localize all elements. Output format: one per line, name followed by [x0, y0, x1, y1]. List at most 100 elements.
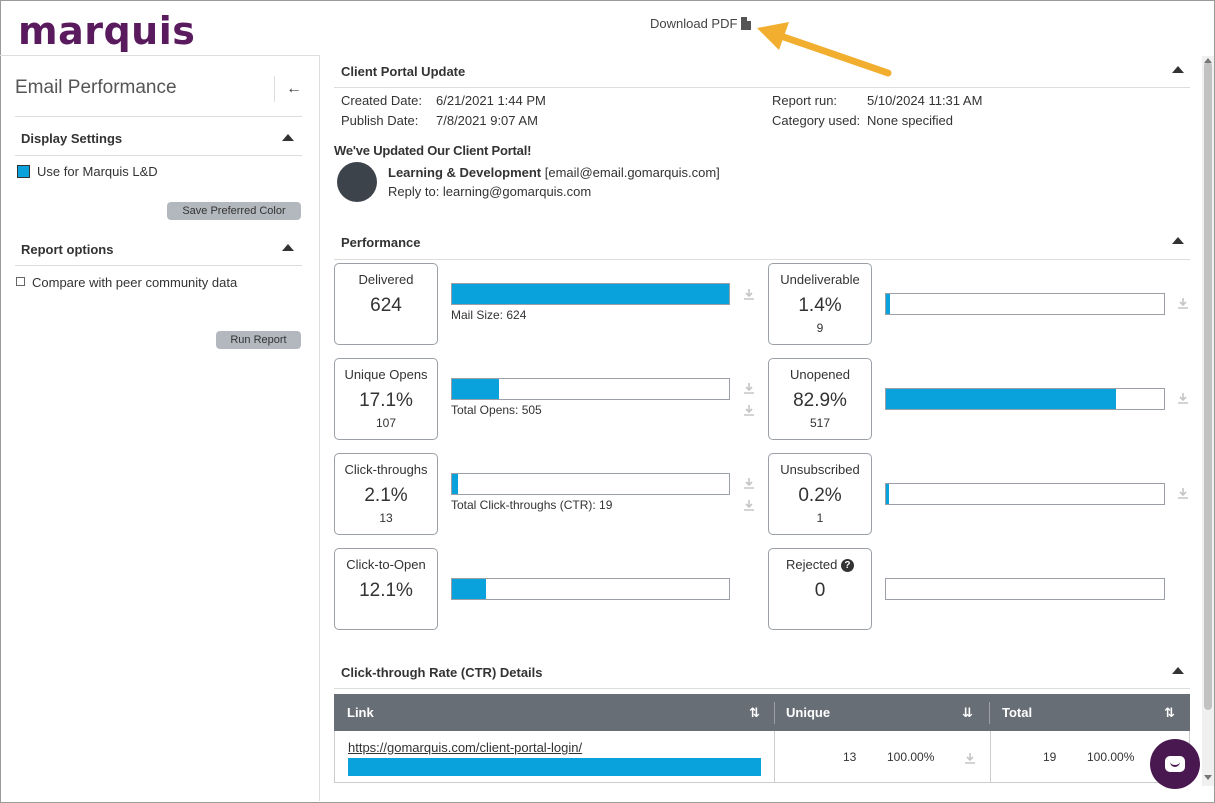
bar-fill [886, 389, 1117, 409]
save-preferred-color-button[interactable]: Save Preferred Color [167, 202, 301, 220]
download-icon[interactable] [964, 752, 976, 764]
header-divider [0, 55, 320, 56]
column-divider [989, 702, 990, 724]
performance-heading: Performance [341, 235, 421, 250]
click-throughs-caption: Total Click-throughs (CTR): 19 [451, 498, 613, 512]
download-icon[interactable] [1177, 487, 1189, 499]
stat-value: 12.1% [359, 580, 413, 601]
bar-fill [452, 379, 500, 399]
sidebar: Email Performance ← Display Settings Use… [0, 56, 320, 801]
stat-label: Click-throughs [344, 462, 428, 477]
collapse-sidebar-button[interactable]: ← [274, 76, 302, 102]
unique-opens-bar [451, 378, 730, 400]
rejected-bar [885, 578, 1165, 600]
caret-up-icon[interactable] [1172, 237, 1184, 244]
rejected-label: Rejected [786, 557, 838, 572]
undeliverable-card: Undeliverable 1.4% 9 [768, 263, 872, 345]
sender-line: Learning & Development [email@email.goma… [388, 165, 720, 180]
stat-value: 0 [814, 580, 826, 601]
download-icon[interactable] [743, 404, 755, 416]
chat-button[interactable] [1150, 739, 1200, 789]
column-total[interactable]: Total [1002, 705, 1033, 720]
download-icon[interactable] [1177, 392, 1189, 404]
column-link[interactable]: Link [347, 705, 374, 720]
sidebar-title: Email Performance [15, 77, 177, 98]
caret-up-icon[interactable] [282, 134, 294, 141]
sidebar-divider [15, 265, 302, 266]
stat-value: 0.2% [798, 485, 842, 506]
caret-up-icon[interactable] [282, 244, 294, 251]
table-row: https://gomarquis.com/client-portal-logi… [334, 731, 1190, 783]
stat-label: Click-to-Open [346, 557, 426, 572]
click-throughs-card: Click-throughs 2.1% 13 [334, 453, 438, 535]
download-icon[interactable] [743, 477, 755, 489]
unique-opens-card: Unique Opens 17.1% 107 [334, 358, 438, 440]
unopened-bar [885, 388, 1165, 410]
stat-label: Undeliverable [780, 272, 860, 287]
marquis-logo[interactable]: marquis [18, 9, 196, 53]
pdf-file-icon [741, 17, 752, 30]
row-divider [774, 731, 775, 783]
stat-value: 82.9% [793, 390, 847, 411]
unsubscribed-card: Unsubscribed 0.2% 1 [768, 453, 872, 535]
delivered-caption: Mail Size: 624 [451, 308, 527, 322]
unique-opens-caption: Total Opens: 505 [451, 403, 542, 417]
ctr-heading: Click-through Rate (CTR) Details [341, 665, 543, 680]
download-icon[interactable] [743, 288, 755, 300]
download-pdf-label: Download PDF [650, 16, 738, 31]
table-header: Link ⇅ Unique ⇊ Total ⇅ [334, 694, 1190, 731]
download-pdf-link[interactable]: Download PDF [650, 16, 752, 31]
sort-icon[interactable]: ⇅ [1164, 705, 1175, 720]
portal-heading: Client Portal Update [341, 64, 466, 79]
sort-desc-icon[interactable]: ⇊ [962, 705, 973, 720]
stat-value: 624 [370, 295, 402, 316]
run-report-button[interactable]: Run Report [216, 331, 301, 349]
stat-label: Unopened [790, 367, 850, 382]
unique-pct: 100.00% [887, 750, 935, 764]
download-icon[interactable] [1177, 297, 1189, 309]
link-bar [348, 758, 761, 776]
sender-avatar [337, 162, 377, 202]
caret-up-icon[interactable] [1172, 66, 1184, 73]
category-value: None specified [867, 113, 953, 128]
click-to-open-card: Click-to-Open 12.1% [334, 548, 438, 630]
bar-fill [452, 284, 729, 304]
annotation-arrow-icon [757, 22, 892, 77]
category-label: Category used: [772, 113, 861, 128]
stat-value: 1.4% [798, 295, 842, 316]
sidebar-divider [15, 116, 302, 117]
chat-icon [1165, 756, 1185, 772]
stat-label: Delivered [358, 272, 414, 287]
report-options-heading: Report options [21, 242, 114, 257]
display-settings-heading: Display Settings [21, 131, 123, 146]
section-divider [334, 688, 1190, 689]
download-icon[interactable] [743, 382, 755, 394]
stat-label: Unsubscribed [780, 462, 860, 477]
report-run-label: Report run: [772, 93, 838, 108]
click-to-open-bar [451, 578, 730, 600]
scrollbar-thumb[interactable] [1204, 62, 1212, 710]
stat-label: Rejected ? [769, 557, 871, 572]
rejected-card: Rejected ? 0 [768, 548, 872, 630]
question-circle-icon[interactable]: ? [840, 559, 854, 572]
scroll-down-icon[interactable] [1204, 775, 1212, 780]
total-pct: 100.00% [1087, 750, 1135, 764]
sort-icon[interactable]: ⇅ [749, 705, 760, 720]
download-icon[interactable] [743, 499, 755, 511]
unsubscribed-bar [885, 483, 1165, 505]
ctr-link[interactable]: https://gomarquis.com/client-portal-logi… [348, 740, 583, 755]
column-unique[interactable]: Unique [786, 705, 831, 720]
scroll-up-icon[interactable] [1204, 58, 1212, 63]
stat-sub: 517 [809, 416, 831, 430]
compare-checkbox[interactable] [16, 277, 25, 286]
caret-up-icon[interactable] [1172, 667, 1184, 674]
publish-label: Publish Date: [341, 113, 419, 128]
bar-fill [886, 484, 889, 504]
color-label: Use for Marquis L&D [37, 164, 158, 179]
created-value: 6/21/2021 1:44 PM [436, 93, 546, 108]
stat-sub: 9 [816, 321, 824, 335]
reply-to: Reply to: learning@gomarquis.com [388, 184, 592, 199]
delivered-card: Delivered 624 [334, 263, 438, 345]
created-label: Created Date: [341, 93, 422, 108]
color-swatch[interactable] [17, 165, 30, 178]
